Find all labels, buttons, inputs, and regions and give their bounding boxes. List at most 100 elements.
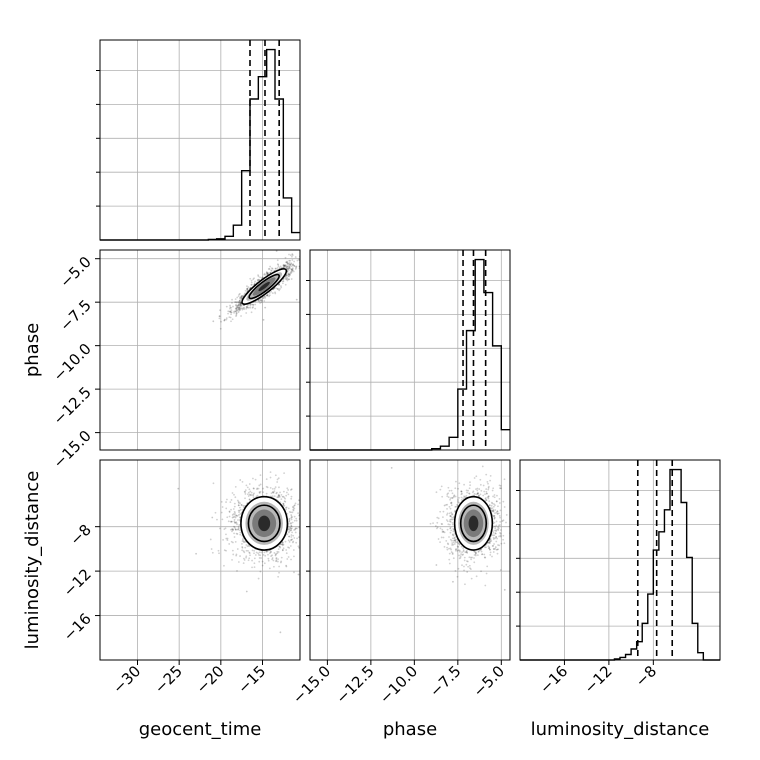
scatter-point	[223, 319, 226, 322]
scatter-point	[488, 504, 491, 507]
scatter-point	[258, 551, 261, 554]
scatter-point	[283, 265, 286, 268]
scatter-point	[265, 294, 268, 297]
scatter-point	[269, 471, 272, 474]
scatter-point	[453, 536, 456, 539]
scatter-point	[275, 287, 278, 290]
scatter-point	[484, 546, 486, 549]
panel-phase-vs-luminosity_distance	[390, 465, 510, 591]
scatter-point	[247, 549, 249, 552]
scatter-point	[502, 538, 505, 541]
scatter-point	[282, 547, 285, 550]
scatter-point	[247, 304, 249, 307]
scatter-point	[477, 492, 479, 494]
scatter-point	[292, 509, 295, 512]
scatter-point	[271, 558, 273, 561]
scatter-point	[212, 482, 215, 485]
scatter-point	[266, 294, 268, 297]
scatter-point	[218, 315, 221, 318]
scatter-point	[266, 294, 269, 297]
scatter-point	[491, 502, 494, 505]
scatter-point	[229, 307, 231, 310]
scatter-point	[233, 513, 236, 516]
scatter-point	[290, 514, 293, 516]
scatter-point	[481, 553, 483, 556]
scatter-point	[458, 557, 461, 560]
scatter-point	[254, 307, 257, 310]
scatter-point	[281, 541, 284, 544]
scatter-point	[259, 554, 262, 557]
scatter-point	[481, 553, 484, 556]
scatter-point	[505, 514, 508, 516]
scatter-point	[236, 305, 239, 308]
scatter-point	[448, 558, 451, 561]
scatter-point	[495, 540, 498, 543]
scatter-point	[276, 267, 279, 269]
scatter-point	[238, 516, 241, 519]
scatter-point	[288, 528, 291, 531]
scatter-point	[489, 474, 492, 477]
scatter-point	[286, 261, 288, 264]
scatter-point	[245, 306, 248, 309]
scatter-point	[499, 484, 502, 487]
panel-geocent_time-vs-phase	[212, 250, 300, 330]
scatter-point	[251, 303, 253, 306]
scatter-point	[485, 473, 488, 476]
scatter-point	[285, 549, 288, 551]
scatter-point	[292, 508, 295, 511]
scatter-point	[492, 510, 495, 513]
scatter-point	[259, 490, 262, 493]
scatter-point	[246, 289, 249, 292]
scatter-point	[453, 495, 455, 498]
scatter-point	[294, 528, 297, 531]
scatter-point	[463, 556, 466, 559]
scatter-point	[260, 557, 262, 559]
scatter-point	[475, 475, 478, 478]
scatter-point	[218, 315, 221, 318]
scatter-point	[263, 300, 266, 302]
scatter-point	[250, 494, 253, 496]
contour-outer	[453, 495, 494, 551]
scatter-point	[239, 531, 242, 534]
scatter-point	[287, 539, 290, 542]
scatter-point	[252, 278, 255, 281]
scatter-point	[459, 550, 461, 553]
scatter-point	[237, 501, 240, 503]
scatter-point	[485, 492, 488, 495]
scatter-point	[481, 465, 484, 468]
scatter-point	[246, 307, 249, 309]
scatter-point	[246, 287, 249, 290]
scatter-point	[222, 538, 224, 541]
scatter-point	[264, 273, 267, 276]
scatter-point	[278, 494, 280, 497]
scatter-point	[231, 528, 234, 530]
scatter-point	[258, 484, 261, 487]
scatter-point	[479, 493, 482, 496]
scatter-point	[493, 543, 495, 545]
scatter-point	[452, 533, 454, 536]
panel-frame-hist-luminosity_distance	[519, 459, 721, 661]
scatter-point	[259, 483, 262, 486]
scatter-point	[456, 575, 459, 578]
scatter-point	[274, 267, 277, 270]
scatter-point	[485, 497, 487, 499]
scatter-point	[224, 527, 227, 530]
scatter-point	[497, 544, 499, 546]
scatter-point	[234, 485, 237, 488]
scatter-point	[487, 487, 490, 489]
scatter-point	[449, 526, 452, 529]
scatter-point	[442, 510, 445, 513]
scatter-point	[452, 557, 455, 560]
scatter-point	[290, 511, 292, 514]
scatter-point	[246, 486, 249, 489]
scatter-point	[229, 311, 232, 314]
scatter-point	[450, 518, 453, 521]
scatter-point	[230, 528, 233, 531]
scatter-point	[291, 531, 294, 534]
scatter-point	[237, 509, 240, 512]
scatter-point	[289, 263, 292, 266]
scatter-point	[276, 288, 279, 290]
scatter-point	[486, 565, 489, 568]
scatter-point	[451, 534, 454, 536]
scatter-point	[289, 545, 292, 547]
